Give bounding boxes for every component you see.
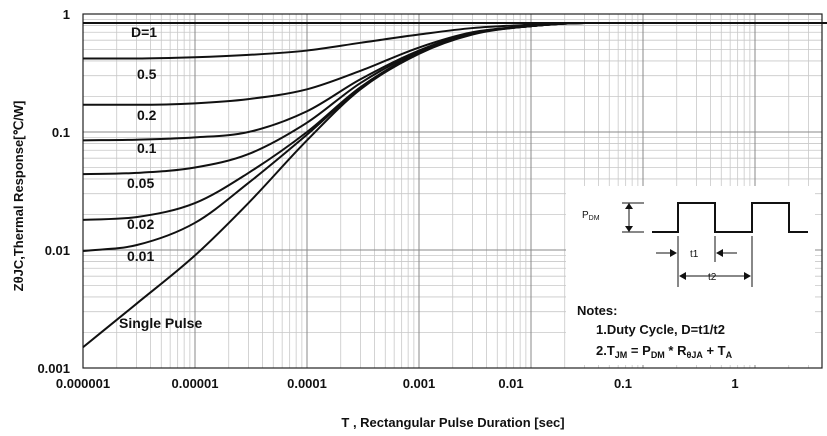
t1-label: t1 (690, 249, 699, 260)
x-tick-label: 1 (731, 376, 738, 391)
pdm-label: PDM (582, 210, 600, 222)
x-tick-label: 0.1 (614, 376, 632, 391)
series-label-d1: D=1 (131, 24, 157, 40)
series-label-0-2: 0.2 (137, 107, 157, 123)
t1-arrow-head-left (670, 249, 677, 257)
y-tick-label: 0.01 (45, 243, 70, 258)
y-tick-label: 0.1 (52, 125, 70, 140)
t2-label: t2 (708, 272, 717, 283)
series-line-7 (82, 21, 827, 348)
series-label-0-01: 0.01 (127, 248, 154, 264)
inset-notes-box: PDM t1 t2 Notes: 1.Duty Cycle, D=t1/t2 2… (566, 186, 815, 365)
series-lines (82, 21, 827, 348)
note-duty-cycle: 1.Duty Cycle, D=t1/t2 (596, 322, 725, 337)
series-labels: D=1 0.5 0.2 0.1 0.05 0.02 0.01 Single Pu… (119, 24, 202, 331)
series-label-0-02: 0.02 (127, 216, 154, 232)
t1-arrow-head-right (716, 249, 723, 257)
t2-arrow-head-right (744, 272, 751, 280)
t2-arrow-head-left (679, 272, 686, 280)
series-label-single-pulse: Single Pulse (119, 315, 202, 331)
y-axis-title: ZθJC,Thermal Response[℃/W] (11, 101, 26, 292)
y-tick-label: 1 (63, 7, 70, 22)
series-label-0-1: 0.1 (137, 140, 157, 156)
x-tick-label: 0.001 (403, 376, 436, 391)
notes-title: Notes: (577, 303, 617, 318)
x-tick-labels: 0.000001 0.00001 0.0001 0.001 0.01 0.1 1 (56, 376, 739, 391)
x-tick-label: 0.01 (498, 376, 523, 391)
pulse-waveform (652, 202, 808, 233)
pdm-arrow-head-top (625, 203, 633, 209)
x-tick-label: 0.00001 (172, 376, 219, 391)
pdm-arrow-head-bottom (625, 226, 633, 232)
note-tjm-formula: 2.TJM = PDM * RθJA + TA (596, 343, 733, 360)
x-axis-title: T , Rectangular Pulse Duration [sec] (341, 415, 564, 430)
x-tick-label: 0.0001 (287, 376, 327, 391)
series-label-0-5: 0.5 (137, 66, 157, 82)
series-label-0-05: 0.05 (127, 175, 154, 191)
plot-frame (82, 13, 823, 369)
y-tick-label: 0.001 (37, 361, 70, 376)
x-tick-label: 0.000001 (56, 376, 110, 391)
y-tick-labels: 1 0.1 0.01 0.001 (37, 7, 70, 376)
